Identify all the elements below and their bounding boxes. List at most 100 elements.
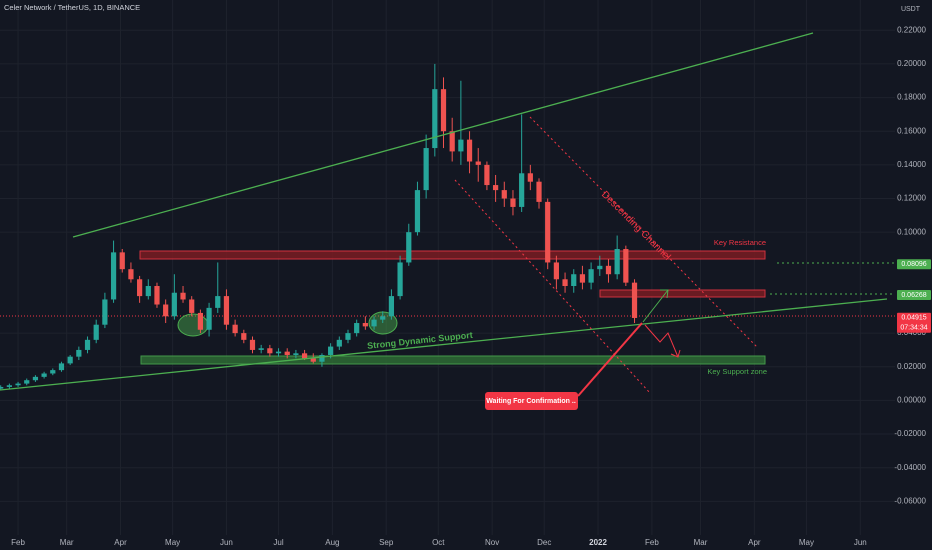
candle-body xyxy=(163,304,169,317)
annotation: Key Support zone xyxy=(707,367,767,376)
candle-body xyxy=(562,279,568,287)
candle-body xyxy=(631,282,638,318)
y-tick-label: -0.02000 xyxy=(894,429,926,438)
candle-body xyxy=(484,164,490,186)
candle-body xyxy=(614,248,620,275)
candle-body xyxy=(406,232,412,263)
candle-body xyxy=(41,373,47,377)
price-axis xyxy=(895,0,932,550)
y-tick-label: 0.16000 xyxy=(897,126,926,135)
x-tick-label: May xyxy=(799,538,814,547)
candle-body xyxy=(475,161,481,165)
y-tick-label: 0.02000 xyxy=(897,362,926,371)
candle-body xyxy=(597,265,603,270)
x-tick-label: Mar xyxy=(694,538,708,547)
candle-body xyxy=(588,269,594,283)
candle-body xyxy=(58,363,65,371)
y-tick-label: 0.10000 xyxy=(897,227,926,236)
price-label: 0.04915 xyxy=(901,315,926,322)
annotation: Waiting For Confirmation .. xyxy=(486,398,576,405)
x-tick-label: Mar xyxy=(60,538,74,547)
price-label-bg xyxy=(897,289,931,300)
candle-body xyxy=(310,358,316,362)
channel-line xyxy=(454,179,651,394)
x-tick-label: Jul xyxy=(273,538,283,547)
candle-body xyxy=(301,353,308,359)
y-tick-label: 0.00000 xyxy=(897,396,926,405)
candle-body xyxy=(110,252,117,300)
candle-body xyxy=(171,292,177,317)
candle-body xyxy=(275,351,282,354)
y-tick-label: -0.04000 xyxy=(894,463,926,472)
candle-body xyxy=(492,185,499,191)
candle-body xyxy=(0,386,4,389)
x-tick-label: Jun xyxy=(220,538,233,547)
currency: USDT xyxy=(901,6,921,13)
price-label: 0.06268 xyxy=(901,292,926,299)
candle-body xyxy=(284,351,290,355)
candle-body xyxy=(76,349,82,357)
x-tick-label: Nov xyxy=(485,538,499,547)
candle-body xyxy=(605,265,612,275)
arrow xyxy=(644,324,679,358)
callout-box xyxy=(485,392,578,410)
x-tick-label: Feb xyxy=(11,538,25,547)
candle-body xyxy=(388,296,395,317)
candle-body xyxy=(571,274,577,287)
x-tick-label: Jun xyxy=(854,538,867,547)
y-tick-label: 0.20000 xyxy=(897,59,926,68)
chart-title: Celer Network / TetherUS, 1D, BINANCE xyxy=(4,3,140,12)
candle-body xyxy=(397,262,403,297)
candle-body xyxy=(258,348,264,350)
candle-body xyxy=(32,376,39,381)
resistance-zone-small xyxy=(599,289,766,298)
y-tick-label: 0.12000 xyxy=(897,194,926,203)
y-tick-label: -0.06000 xyxy=(894,496,926,505)
candle-body xyxy=(432,89,438,149)
candle-body xyxy=(6,385,12,387)
x-tick-label: Dec xyxy=(537,538,551,547)
candle-body xyxy=(293,353,299,355)
x-tick-label: Apr xyxy=(114,538,127,547)
candle-body xyxy=(232,324,238,334)
price-label-bg xyxy=(897,259,931,270)
candle-body xyxy=(84,339,91,350)
grid xyxy=(0,0,895,535)
y-tick-label: 0.22000 xyxy=(897,25,926,34)
candle-body xyxy=(449,131,455,152)
candle-body xyxy=(579,274,586,283)
candle-body xyxy=(380,316,386,320)
price-label: 0.08096 xyxy=(901,261,926,268)
candle-body xyxy=(206,307,212,330)
candle-body xyxy=(553,262,559,280)
candle-body xyxy=(345,333,351,340)
candle-body xyxy=(197,312,203,330)
candle-body xyxy=(215,296,221,308)
candle-body xyxy=(15,383,21,386)
arrow xyxy=(642,289,669,323)
candle-body xyxy=(519,173,525,207)
x-tick-label: Apr xyxy=(748,538,761,547)
candle-body xyxy=(623,248,629,283)
price-label-bg xyxy=(897,312,931,333)
arrow-head xyxy=(660,289,669,299)
y-tick-label: 0.14000 xyxy=(897,160,926,169)
x-tick-label: Aug xyxy=(325,538,339,547)
candle-body xyxy=(24,380,30,384)
candle-body xyxy=(180,292,186,300)
candle-body xyxy=(458,139,464,152)
x-tick-label: May xyxy=(165,538,180,547)
pattern-ellipse xyxy=(177,313,209,337)
resistance-zone xyxy=(139,250,766,260)
candle-body xyxy=(328,346,334,355)
candle-body xyxy=(545,201,551,263)
candle-body xyxy=(249,339,256,350)
candle-body xyxy=(319,354,325,362)
candle-body xyxy=(119,252,125,270)
candles xyxy=(0,63,638,391)
arrow-head xyxy=(670,349,681,358)
countdown: 07:34:34 xyxy=(900,325,927,332)
trend-line xyxy=(72,32,814,238)
candle-body xyxy=(510,198,516,207)
